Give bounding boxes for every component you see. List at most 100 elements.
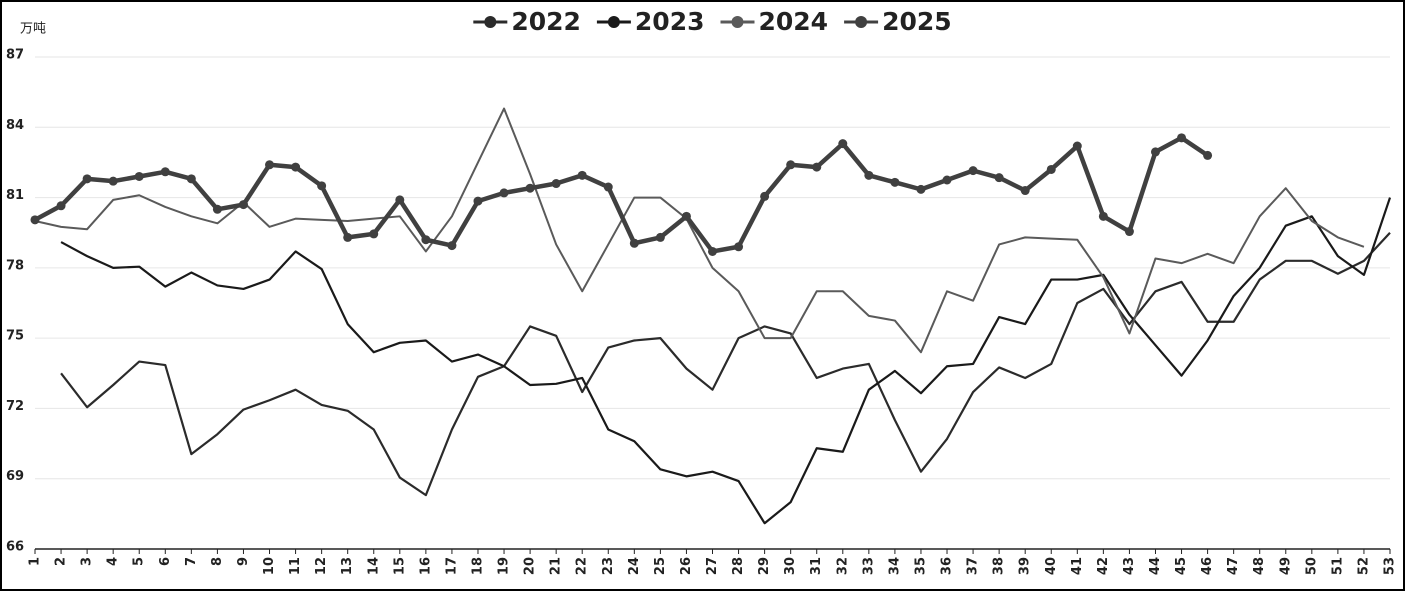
point [1150, 147, 1160, 157]
x-tick-label: 22 [575, 557, 590, 575]
point [421, 235, 431, 245]
legend-label: 2022 [511, 7, 581, 36]
point [890, 177, 900, 187]
x-tick-label: 32 [835, 557, 850, 575]
x-tick-label: 16 [418, 557, 433, 575]
x-tick-label: 52 [1356, 557, 1371, 575]
point [994, 173, 1004, 183]
x-tick-label: 44 [1148, 557, 1163, 575]
series-line [60, 197, 1392, 525]
point [447, 241, 457, 251]
x-tick-label: 28 [731, 557, 746, 575]
y-tick-label: 84 [6, 118, 24, 133]
point [1046, 164, 1056, 174]
x-tick-label: 39 [1018, 557, 1033, 575]
x-tick-label: 5 [132, 557, 147, 566]
point [82, 174, 92, 184]
x-tick-label: 7 [184, 557, 199, 566]
point [56, 201, 66, 211]
x-tick-label: 42 [1096, 557, 1111, 575]
point [186, 174, 196, 184]
point [968, 166, 978, 176]
x-tick-label: 2 [54, 557, 69, 566]
x-tick-label: 10 [262, 557, 277, 575]
x-tick-label: 49 [1278, 557, 1293, 575]
x-tick-label: 15 [392, 557, 407, 575]
x-tick-label: 12 [314, 557, 329, 575]
point [265, 160, 275, 170]
series-line [60, 231, 1391, 497]
x-tick-label: 18 [470, 557, 485, 575]
x-tick-label: 8 [210, 557, 225, 566]
point [1098, 211, 1108, 221]
x-tick-label: 3 [80, 557, 95, 566]
series-line [34, 107, 1365, 354]
x-tick-label: 9 [236, 557, 251, 566]
x-tick-label: 43 [1122, 557, 1137, 575]
legend: 2022 2023 2024 2025 [473, 7, 952, 36]
y-tick-label: 78 [6, 258, 24, 273]
x-tick-label: 34 [887, 557, 902, 575]
point [655, 232, 665, 242]
x-tick-label: 30 [783, 557, 798, 575]
x-tick-label: 19 [497, 557, 512, 575]
x-tick-label: 35 [913, 557, 928, 575]
x-tick-label: 51 [1330, 557, 1345, 575]
x-tick-label: 53 [1383, 557, 1398, 575]
legend-marker [731, 16, 744, 28]
x-tick-label: 45 [1174, 557, 1189, 575]
x-tick-label: 1 [28, 557, 43, 566]
x-tick-label: 21 [549, 557, 564, 575]
point [1177, 133, 1187, 143]
x-tick-label: 20 [523, 557, 538, 575]
point [317, 181, 327, 191]
point [786, 160, 796, 170]
legend-label: 2025 [882, 7, 952, 36]
y-tick-label: 87 [6, 48, 24, 63]
x-tick-label: 29 [757, 557, 772, 575]
series-line [33, 135, 1209, 254]
x-tick-label: 41 [1070, 557, 1085, 575]
point [212, 204, 222, 214]
point [473, 196, 483, 206]
x-tick-label: 31 [809, 557, 824, 575]
point [238, 200, 248, 210]
x-tick-label: 50 [1304, 557, 1319, 575]
point [134, 171, 144, 181]
x-tick-label: 6 [158, 557, 173, 566]
x-tick-label: 48 [1252, 557, 1267, 575]
point [369, 229, 379, 239]
y-tick-label: 69 [6, 469, 24, 484]
point [681, 211, 691, 221]
x-tick-label: 25 [653, 557, 668, 575]
x-tick-label: 40 [1044, 557, 1059, 575]
point [760, 191, 770, 201]
x-tick-label: 24 [627, 557, 642, 575]
point [30, 215, 40, 225]
point [343, 232, 353, 242]
x-tick-label: 37 [966, 557, 981, 575]
y-tick-label: 66 [6, 540, 24, 555]
point [108, 176, 118, 186]
legend-label: 2023 [635, 7, 705, 36]
x-tick-label: 11 [288, 557, 303, 575]
x-tick-label: 13 [340, 557, 355, 575]
point [1124, 227, 1134, 237]
x-tick-label: 26 [679, 557, 694, 575]
point [603, 182, 613, 192]
point [577, 170, 587, 180]
x-tick-label: 47 [1226, 557, 1241, 575]
y-tick-label: 72 [6, 399, 24, 414]
legend-marker [484, 16, 497, 28]
point [1072, 141, 1082, 151]
x-tick-label: 23 [601, 557, 616, 575]
point [838, 139, 848, 149]
point [395, 195, 405, 205]
point [708, 246, 717, 256]
point [291, 162, 301, 172]
x-tick-label: 46 [1200, 557, 1215, 575]
point [916, 184, 926, 194]
x-tick-label: 36 [940, 557, 955, 575]
